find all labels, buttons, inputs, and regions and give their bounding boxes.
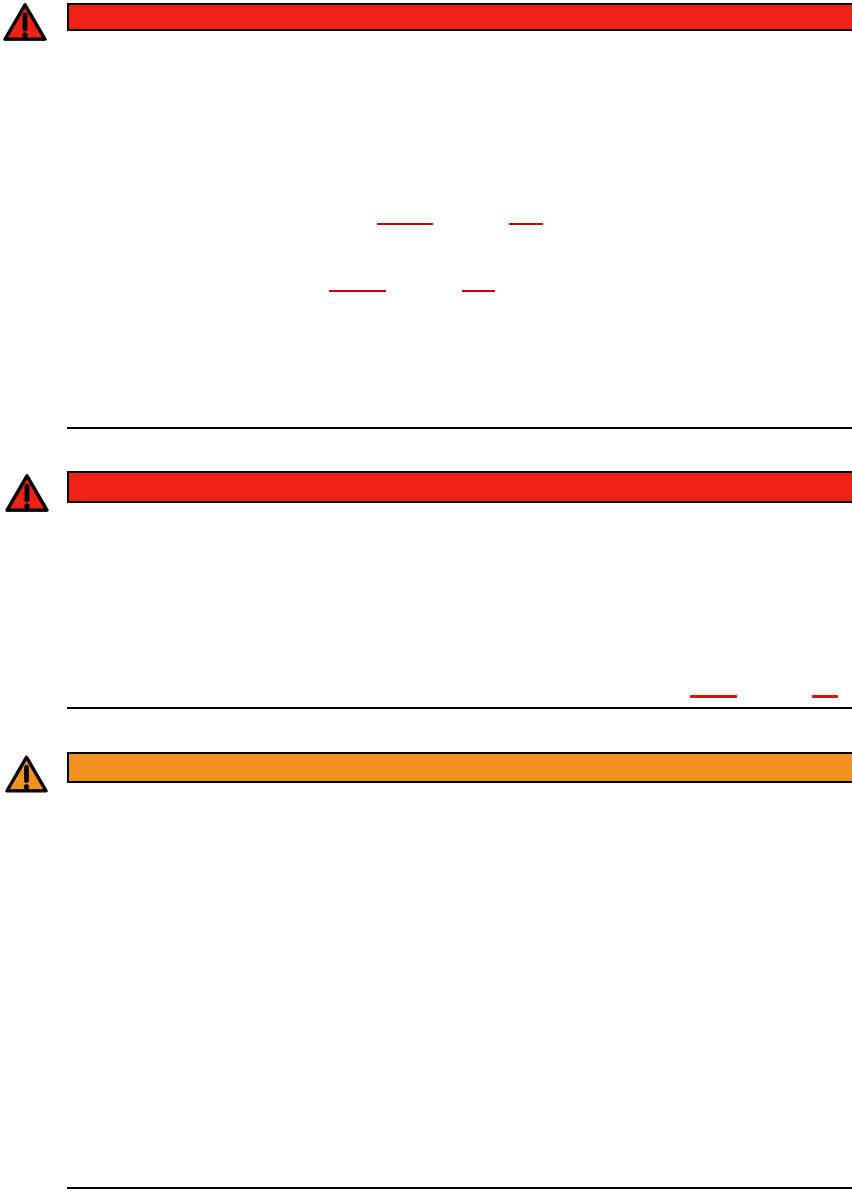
- section-divider: [67, 427, 852, 429]
- link-underline[interactable]: [377, 223, 433, 225]
- warning-triangle-icon: [5, 755, 48, 793]
- danger-banner-bar: [67, 3, 852, 31]
- link-underline[interactable]: [462, 290, 495, 292]
- link-underline[interactable]: [812, 695, 838, 698]
- link-underline[interactable]: [329, 290, 386, 292]
- link-underline[interactable]: [690, 695, 737, 698]
- exclamation-dot: [23, 784, 30, 790]
- exclamation-dot: [24, 503, 30, 509]
- section-divider: [67, 707, 852, 709]
- warning-banner-bar: [67, 752, 852, 783]
- danger-banner-bar: [67, 471, 852, 503]
- exclamation-dot: [22, 32, 28, 38]
- warning-triangle-icon: [3, 3, 47, 41]
- warning-triangle-icon: [5, 474, 49, 512]
- link-underline[interactable]: [509, 223, 543, 225]
- footer-divider: [67, 1187, 852, 1189]
